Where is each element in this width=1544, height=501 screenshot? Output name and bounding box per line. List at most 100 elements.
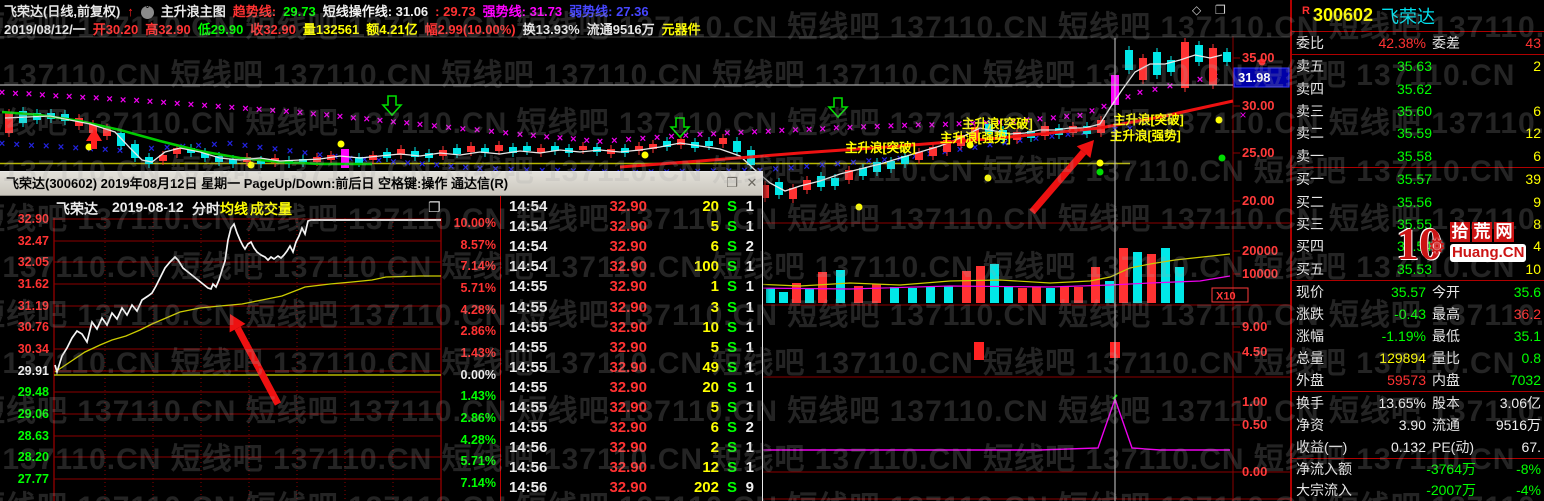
topbar-field: 弱势线: 27.36 — [569, 4, 649, 19]
candle — [229, 159, 237, 164]
panes-icon[interactable]: ❐ — [1215, 3, 1226, 17]
stat-row[interactable]: 净资 3.90 流通 9516万 — [1292, 414, 1544, 436]
upper-band-x: × — [80, 92, 86, 104]
upper-band-x: × — [792, 125, 798, 137]
lower-band-x: × — [148, 143, 154, 155]
flow-row[interactable]: 大宗流入 -2007万 -4% — [1292, 480, 1544, 501]
time-sales-row[interactable]: 14:56 32.90 202 S 9 — [501, 478, 762, 498]
lower-band-x: × — [788, 162, 794, 174]
trade-price: 32.90 — [609, 338, 647, 356]
lower-band-x: × — [866, 156, 872, 168]
time-sales-row[interactable]: 14:55 32.90 6 S 2 — [501, 418, 762, 438]
stat-value: 3.90 — [1398, 416, 1426, 433]
intraday-price-label: 30.34 — [18, 342, 49, 356]
lower-band-x: × — [419, 159, 425, 171]
stat-row[interactable]: 换手 13.65% 股本 3.06亿 — [1292, 392, 1544, 414]
time-sales-row[interactable]: 14:55 32.90 5 S 1 — [501, 338, 762, 358]
weibi-row[interactable]: 委比 42.38% 委差 43 — [1292, 32, 1544, 54]
upper-band-x: × — [363, 114, 369, 126]
upper-band-x: × — [174, 98, 180, 110]
stat-row[interactable]: 涨跌 -0.43 最高 36.2 — [1292, 303, 1544, 325]
time-sales-row[interactable]: 14:54 32.90 20 S 1 — [501, 197, 762, 217]
time-sales-row[interactable]: 14:55 32.90 20 S 1 — [501, 378, 762, 398]
close-button[interactable]: ✕ — [746, 175, 758, 190]
stat-row[interactable]: 现价 35.57 今开 35.6 — [1292, 281, 1544, 303]
time-sales-row[interactable]: 14:56 32.90 12 S 1 — [501, 458, 762, 478]
ask-row[interactable]: 卖四 35.62 — [1292, 77, 1544, 99]
time-sales-row[interactable]: 14:54 32.90 100 S 1 — [501, 257, 762, 277]
bid-row[interactable]: 买四 35.54 4 — [1292, 235, 1544, 257]
lower-band-x: × — [347, 153, 353, 165]
bid-label: 买一 — [1296, 171, 1324, 188]
stat-label: 涨跌 — [1296, 305, 1324, 322]
signal-spike-line — [753, 396, 1230, 451]
popup-title-bar[interactable]: 飞荣达(300602) 2019年08月12日 星期一 PageUp/Down:… — [0, 172, 762, 196]
diamond-icon[interactable]: ◇ — [1192, 3, 1202, 17]
axis-label: 9.00 — [1242, 319, 1267, 334]
chevron-circle-icon[interactable]: ˇ — [140, 6, 154, 20]
trade-side: S — [726, 479, 737, 497]
time-sales-row[interactable]: 14:55 32.90 1 S 1 — [501, 277, 762, 297]
bid-row[interactable]: 买一 35.57 39 — [1292, 168, 1544, 190]
upper-band-x: × — [710, 128, 716, 140]
intraday-header-item: 成交量 — [250, 201, 292, 217]
trade-price: 32.90 — [609, 378, 647, 396]
upper-band-x: × — [915, 120, 921, 132]
indicator-values-line: 飞荣达(日线,前复权) ↑ ˇ 主升浪主图 趋势线: 29.73 短线操作线: 31.06:… — [4, 1, 656, 20]
upper-band-x: × — [874, 121, 880, 133]
ask-label: 卖五 — [1296, 58, 1324, 75]
bid-row[interactable]: 买三 35.55 8 — [1292, 213, 1544, 235]
bid-row[interactable]: 买五 35.53 10 — [1292, 258, 1544, 280]
ask-row[interactable]: 卖二 35.59 12 — [1292, 122, 1544, 144]
lower-band-x: × — [957, 144, 963, 156]
time-sales-row[interactable]: 14:56 32.90 2 S 1 — [501, 438, 762, 458]
stat-value: 0.8 — [1521, 349, 1541, 366]
stat-row[interactable]: 外盘 59573 内盘 7032 — [1292, 369, 1544, 391]
stat-label: 外盘 — [1296, 371, 1324, 388]
popup-body: 飞荣达 2019-08-12 分时 均线 成交量 ❐ 32.90 32.47 32.05 31.… — [0, 196, 762, 501]
upper-band-x: × — [1197, 74, 1203, 86]
time-sales-table[interactable]: 14:54 32.90 20 S 1 14:54 32.90 5 S 1 14:54 32.90 6 S 2… — [500, 196, 762, 501]
upper-band-x: × — [53, 90, 59, 102]
quote-panel: R 300602 飞荣达 委比 42.38% 委差 43 卖五 35.63 2 卖四 35.62… — [1290, 0, 1544, 501]
ask-label: 卖四 — [1296, 80, 1324, 97]
upper-band-x: × — [297, 107, 303, 119]
bid-row[interactable]: 买二 35.56 9 — [1292, 190, 1544, 212]
flow-label: 净流入额 — [1296, 461, 1352, 478]
stat-label: 委比 — [1296, 35, 1324, 51]
time-sales-row[interactable]: 14:54 32.90 5 S 1 — [501, 217, 762, 237]
trade-count: 1 — [745, 338, 754, 356]
lower-band-x: × — [257, 142, 263, 154]
time-sales-row[interactable]: 14:55 32.90 3 S 1 — [501, 298, 762, 318]
stat-row[interactable]: 收益(一) 0.132 PE(动) 67. — [1292, 436, 1544, 458]
lower-band-x: × — [43, 141, 49, 153]
stat-row[interactable]: 总量 129894 量比 0.8 — [1292, 347, 1544, 369]
maximize-button[interactable]: ❐ — [726, 175, 738, 190]
flow-row[interactable]: 净流入额 -3764万 -8% — [1292, 459, 1544, 480]
trade-count: 1 — [745, 439, 754, 457]
volume-bar — [908, 288, 917, 303]
volume-unit-label: X10 — [1216, 291, 1236, 303]
intraday-chart-canvas[interactable]: 32.90 32.47 32.05 31.62 31.19 30.76 30.34 29.91… — [0, 196, 500, 501]
lower-band-x: × — [757, 165, 763, 177]
ask-row[interactable]: 卖五 35.63 2 — [1292, 55, 1544, 77]
upper-band-x: × — [970, 118, 976, 130]
ask-row[interactable]: 卖三 35.60 6 — [1292, 100, 1544, 122]
ask-row[interactable]: 卖一 35.58 6 — [1292, 145, 1544, 167]
upper-band-x: × — [474, 125, 480, 137]
ask-label: 卖一 — [1296, 147, 1324, 164]
candle — [579, 146, 587, 150]
time-sales-row[interactable]: 14:55 32.90 49 S 1 — [501, 358, 762, 378]
stat-row[interactable]: 涨幅 -1.19% 最低 35.1 — [1292, 325, 1544, 347]
time-sales-row[interactable]: 14:55 32.90 10 S 1 — [501, 318, 762, 338]
trade-time: 14:54 — [509, 198, 548, 215]
lower-band-x: × — [227, 138, 233, 150]
time-sales-row[interactable]: 14:54 32.90 6 S 2 — [501, 237, 762, 257]
quote-header[interactable]: R 300602 飞荣达 — [1292, 0, 1544, 31]
time-sales-row[interactable]: 14:55 32.90 5 S 1 — [501, 398, 762, 418]
trade-side: S — [726, 459, 737, 477]
intraday-popup-window[interactable]: 飞荣达(300602) 2019年08月12日 星期一 PageUp/Down:… — [0, 172, 762, 501]
upper-band-x: × — [557, 133, 563, 145]
pane-icon[interactable]: ❐ — [428, 199, 441, 215]
bid-volume: 10 — [1525, 260, 1541, 277]
